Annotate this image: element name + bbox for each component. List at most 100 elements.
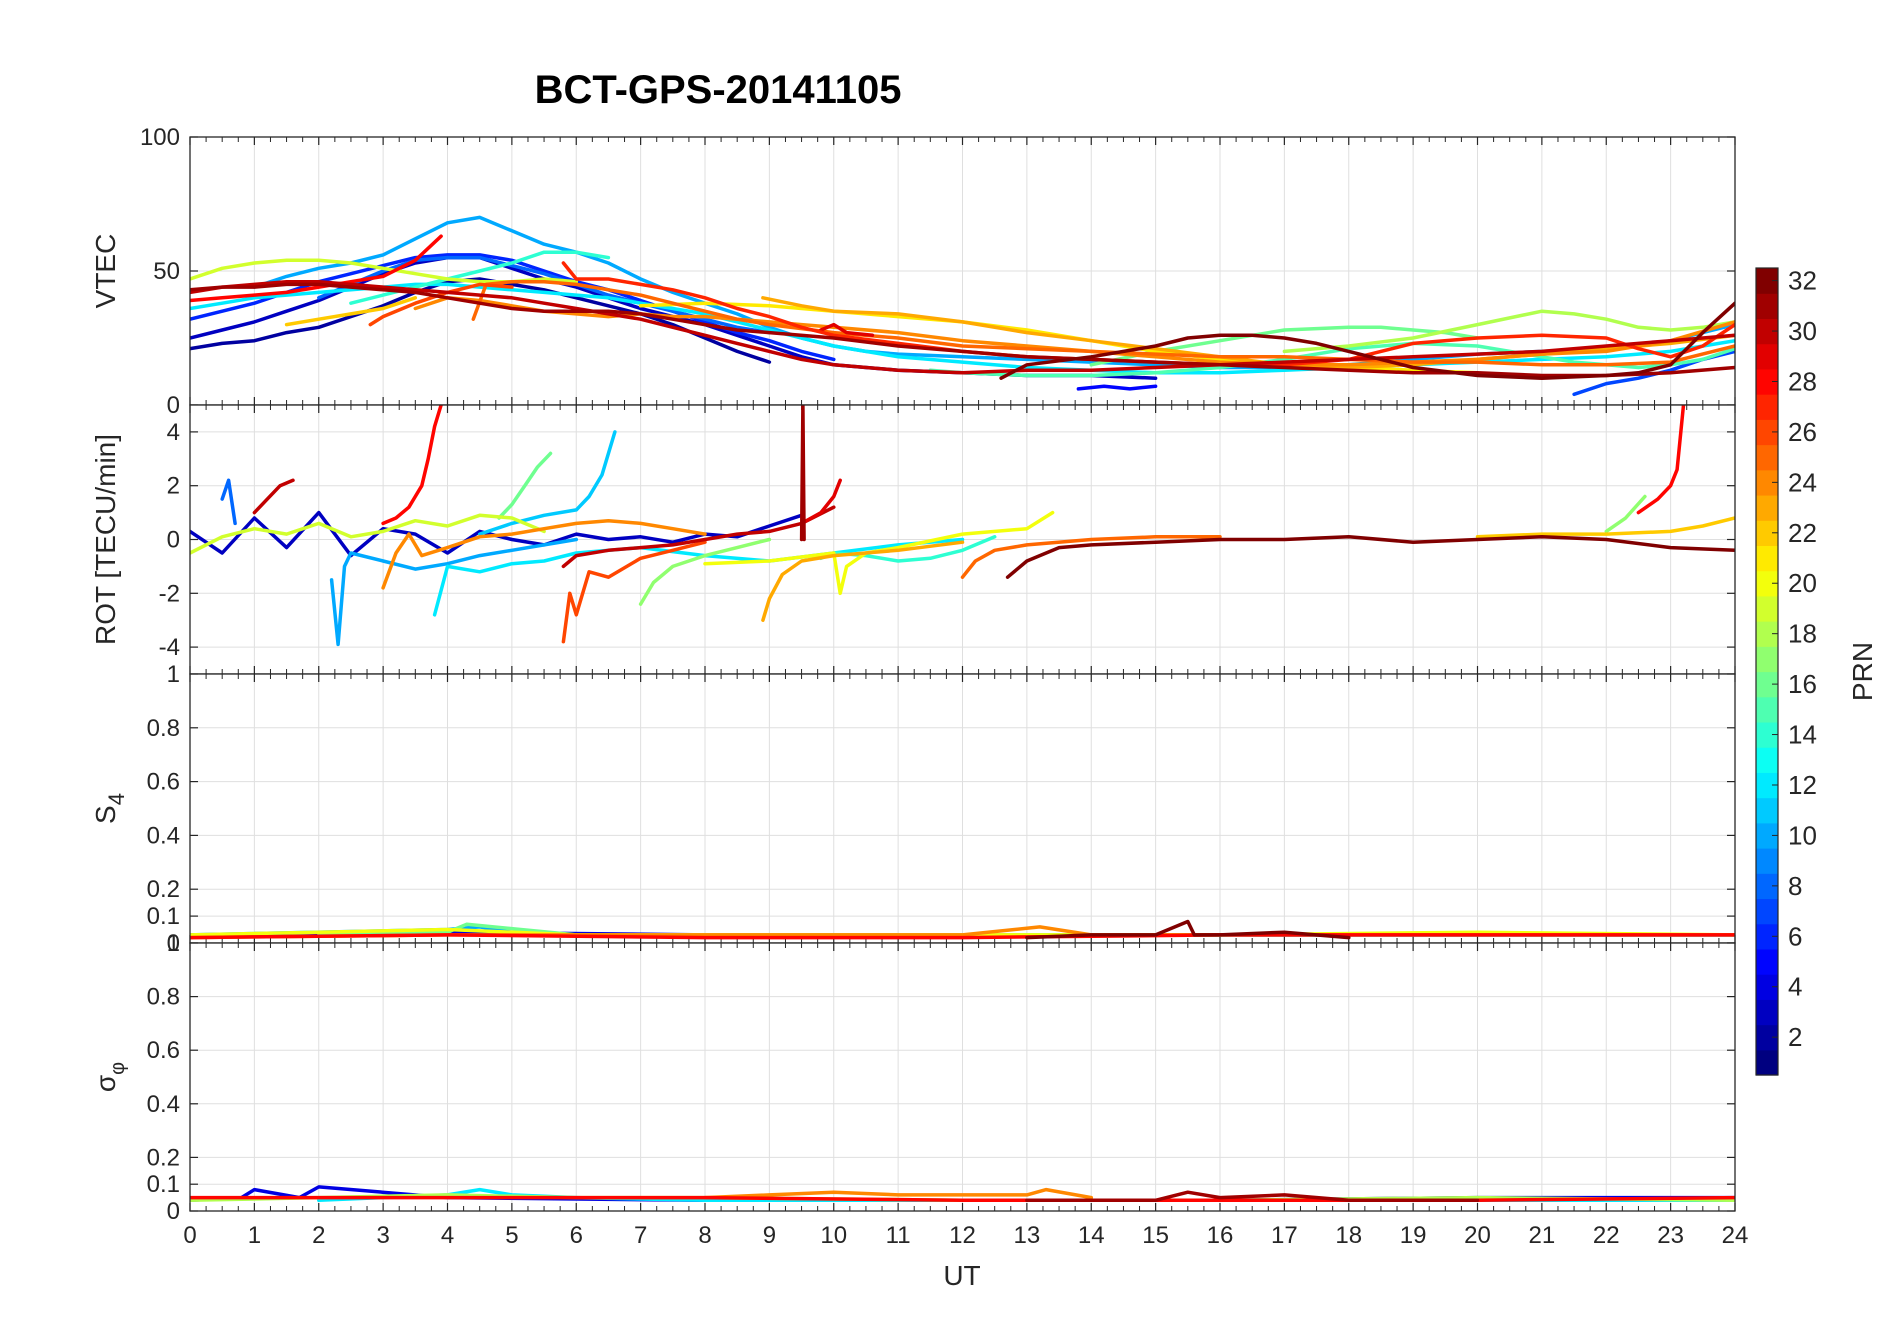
colorbar-tick-label: 32 [1788,266,1817,296]
x-tick-label: 13 [1014,1222,1041,1249]
y-tick-label: 0.2 [147,1144,180,1171]
x-tick-label: 1 [248,1222,261,1249]
x-tick-label: 4 [441,1222,454,1249]
colorbar-tick-label: 24 [1788,467,1817,497]
y-tick-label: 0.2 [147,876,180,903]
colorbar-step [1756,696,1778,723]
y-axis-label-sub: φ [107,1062,129,1075]
x-tick-label: 16 [1207,1222,1234,1249]
y-tick-label: 0.1 [147,1171,180,1198]
y-tick-label: 0.6 [147,769,180,796]
colorbar-step [1756,1024,1778,1051]
series-line-prn-22 [1475,516,1735,539]
colorbar-tick-label: 2 [1788,1022,1802,1052]
panel-1: 0 50 100 VTEC [90,124,1736,419]
colorbar-tick-label: 14 [1788,720,1817,750]
y-tick-label: 0 [167,930,180,957]
colorbar-step [1756,520,1778,547]
x-tick-label: 11 [886,1222,911,1249]
y-tick-label: 1 [167,661,180,688]
y-tick-label: -2 [159,580,180,607]
series-line-prn-30 [252,478,295,515]
colorbar-step [1756,494,1778,521]
colorbar-step [1756,948,1778,975]
colorbar-step [1756,974,1778,1000]
x-tick-label: 7 [634,1222,647,1249]
colorbar-step [1756,721,1778,748]
y-tick-label: 0.1 [147,903,180,930]
y-tick-label: 0.4 [147,822,180,849]
series-line-prn-32 [999,301,1735,380]
series-group [190,919,1735,940]
colorbar-tick-label: 20 [1788,568,1817,598]
series-line-prn-31 [1025,1190,1480,1203]
y-tick-label: 0 [167,392,180,419]
colorbar-step [1756,873,1778,900]
series-line-prn-5 [1076,384,1158,391]
colorbar-step [1756,444,1778,471]
series-line-prn-2 [190,277,772,364]
x-tick-label: 12 [949,1222,976,1249]
x-tick-label: 9 [763,1222,776,1249]
x-tick-label: 14 [1078,1222,1105,1249]
series-line-prn-23 [761,540,965,622]
y-tick-label: 0.8 [147,715,180,742]
colorbar-tick-label: 26 [1788,417,1817,447]
colorbar-step [1756,822,1778,849]
x-tick-label: 5 [505,1222,518,1249]
series-line-prn-28 [190,933,1735,940]
x-tick-label: 10 [820,1222,847,1249]
series-line-prn-29 [819,322,875,338]
colorbar-tick-label: 30 [1788,316,1817,346]
colorbar-step [1756,772,1778,799]
y-axis-label: ROT [TECU/min] [90,434,121,645]
colorbar-step [1756,671,1778,698]
series-line-prn-19 [190,513,546,555]
series-line-prn-15 [928,341,1735,378]
colorbar-step [1756,999,1778,1026]
x-tick-label: 21 [1529,1222,1556,1249]
series-line-prn-26 [368,282,514,327]
x-axis-label: UT [943,1260,980,1291]
series-line-prn-11 [477,430,617,536]
colorbar-step [1756,293,1778,320]
x-tick-label: 17 [1271,1222,1298,1249]
series-line-prn-14 [349,250,611,305]
y-axis-label: S4 [90,793,129,824]
series-line-prn-16 [1089,325,1480,367]
y-tick-label: 0.4 [147,1091,180,1118]
colorbar-tick-label: 4 [1788,972,1802,1002]
x-tick-label: 8 [698,1222,711,1249]
x-tick-label: 22 [1593,1222,1620,1249]
colorbar-step [1756,268,1778,294]
colorbar-step [1756,621,1778,647]
x-tick-label: 6 [570,1222,583,1249]
series-line-prn-32 [1025,919,1351,940]
axes-frame [189,942,1736,1212]
series-line-prn-20 [703,510,1055,596]
series-line-prn-16 [497,451,553,520]
series-line-prn-10 [329,537,579,647]
colorbar-frame [1755,267,1779,1076]
colorbar-step [1756,747,1778,773]
series-group [190,405,1735,647]
colorbar-tick-label: 10 [1788,820,1817,850]
series-line-prn-31 [190,282,1735,378]
colorbar-step [1756,318,1778,345]
x-tick-label: 3 [376,1222,389,1249]
colorbar-step [1756,343,1778,370]
y-tick-label: -4 [159,634,180,661]
colorbar-tick-label: 8 [1788,871,1802,901]
y-tick-label: 0 [167,1198,180,1225]
series-line-prn-28 [1636,405,1686,515]
series-line-prn-29 [799,478,842,526]
colorbar-step [1756,848,1778,874]
y-tick-label: 4 [167,419,180,446]
x-tick-label: 20 [1464,1222,1491,1249]
colorbar-label: PRN [1847,642,1878,701]
series-group [190,215,1735,397]
chart-title: BCT-GPS-20141105 [535,68,902,112]
